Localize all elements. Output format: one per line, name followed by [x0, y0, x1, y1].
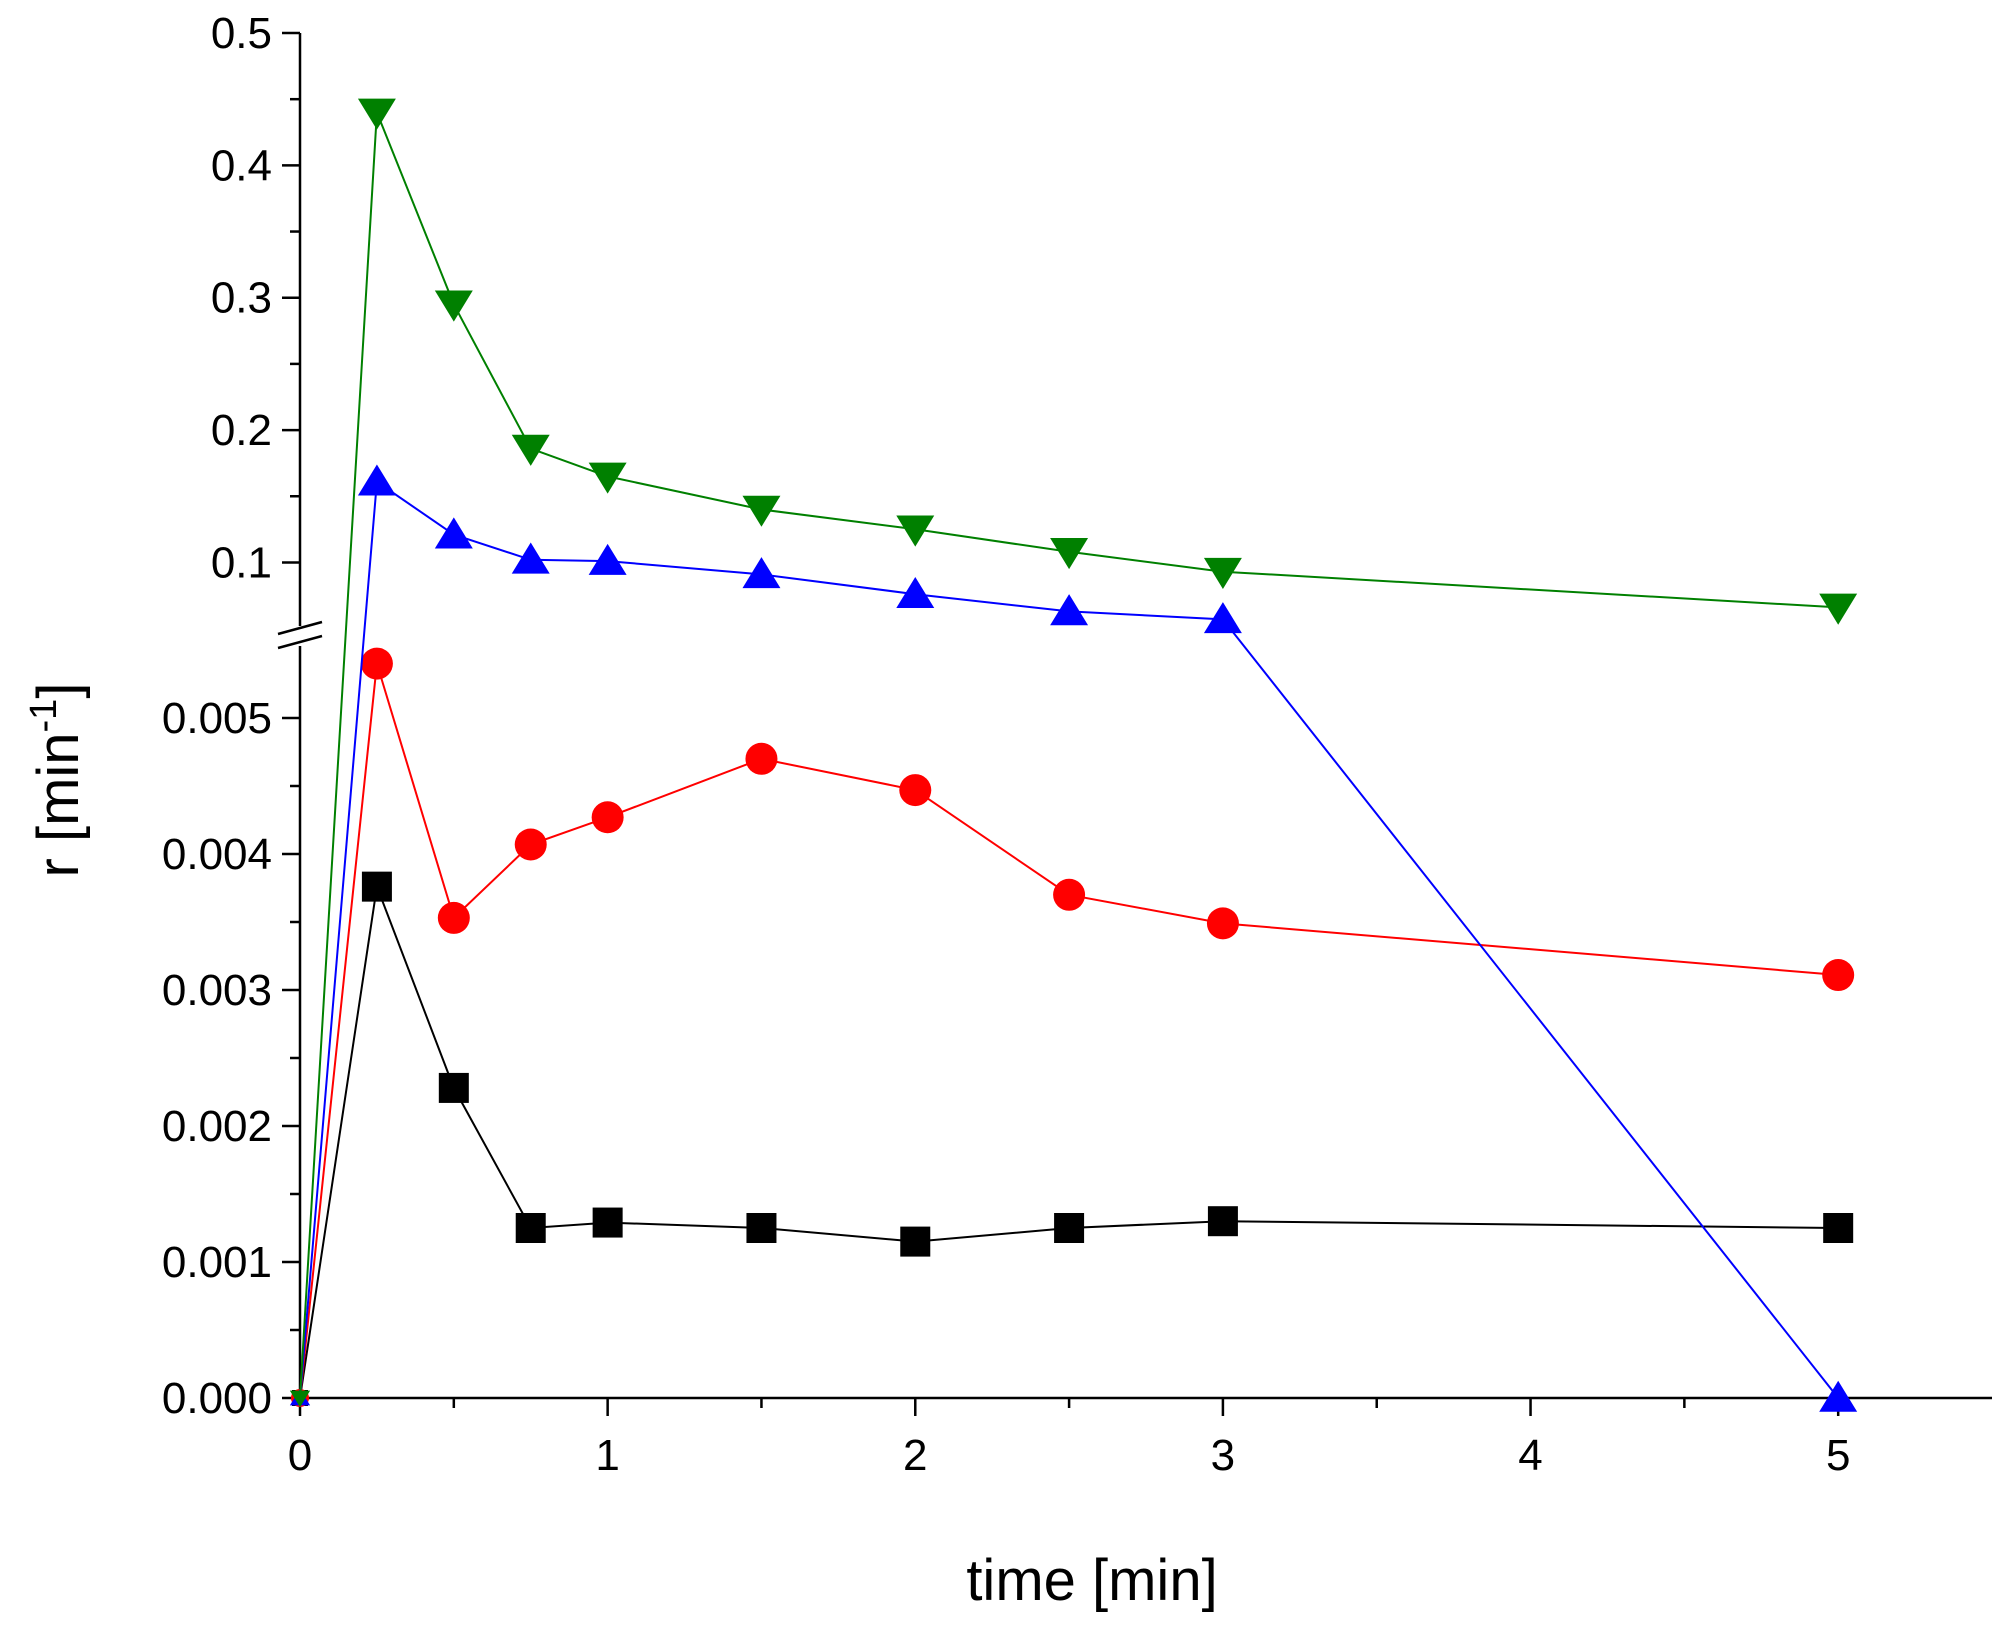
series-red-circle-point [514, 828, 547, 861]
series-blue-triangle-up-point [434, 517, 473, 549]
y-axis-title-close: ] [26, 683, 91, 699]
y-tick-label: 0.1 [211, 538, 272, 587]
series-blue-triangle-up-point [1819, 1380, 1858, 1412]
series-blue-triangle-up-point [357, 464, 396, 496]
series-blue-triangle-up-point [742, 557, 781, 589]
series-green-triangle-down-point [1050, 538, 1089, 570]
series-red-circle-point [1822, 959, 1855, 992]
series-green-triangle-down-point [357, 98, 396, 130]
series-red-circle-line [299, 663, 1839, 1399]
x-tick-label: 4 [1518, 1431, 1542, 1480]
axis-break-mark [277, 620, 323, 636]
series-green-triangle-down-point [511, 434, 550, 466]
series-black-square-point [1054, 1213, 1085, 1243]
series-red-circle-point [437, 901, 470, 934]
y-axis-title: r [min-1] [23, 683, 91, 878]
series-black-square-point [438, 1072, 469, 1103]
series-black-square [292, 871, 1854, 1406]
series-green-triangle-down-point [588, 462, 627, 494]
series-blue-triangle-up-point [588, 543, 627, 575]
series-blue-triangle-up [289, 464, 1858, 1412]
y-tick-label: 0.004 [162, 830, 272, 879]
y-tick-label: 0.000 [162, 1374, 272, 1423]
series-black-square-point [900, 1226, 931, 1257]
x-tick-label: 3 [1211, 1431, 1235, 1480]
y-tick-label: 0.003 [162, 966, 272, 1015]
x-tick-label: 5 [1826, 1431, 1850, 1480]
series-blue-triangle-up-point [511, 542, 550, 574]
y-tick-label: 0.2 [211, 406, 272, 455]
series-green-triangle-down-point [289, 1390, 311, 1408]
series-green-triangle-down-point [742, 495, 781, 527]
y-axis-title-superscript: -1 [23, 699, 65, 733]
series-black-square-line [299, 882, 1839, 1399]
series-red-circle-point [745, 742, 778, 775]
axis-break-mark [277, 634, 323, 650]
y-tick-label: 0.3 [211, 274, 272, 323]
series-red-circle-point [1053, 878, 1086, 911]
series-red-circle-point [591, 801, 624, 834]
y-tick-label: 0.4 [211, 141, 272, 190]
series-black-square-point [592, 1207, 623, 1238]
series-red-circle [291, 647, 1855, 1407]
x-tick-label: 2 [903, 1431, 927, 1480]
series-red-circle-point [899, 774, 932, 807]
series-blue-triangle-up-point [896, 576, 935, 609]
series-black-square-point [515, 1213, 546, 1243]
y-tick-label: 0.5 [211, 9, 272, 58]
series-green-triangle-down-point [1203, 557, 1242, 589]
axes: 0 1 2 3 4 5 0.000 0.001 0.002 0.003 0.004 0.005 0.1 0… [162, 9, 1992, 1480]
series-blue-triangle-up-line [299, 479, 1839, 1399]
series-green-triangle-down-point [1819, 593, 1858, 625]
series-blue-triangle-up-point [1203, 602, 1242, 634]
x-tick-label: 1 [595, 1431, 619, 1480]
series-black-square-point [746, 1213, 777, 1243]
x-tick-label: 0 [288, 1431, 312, 1480]
series-black-square-point [361, 871, 392, 902]
y-tick-label: 0.005 [162, 694, 272, 743]
series-black-square-point [1823, 1213, 1854, 1243]
series-green-triangle-down [289, 98, 1858, 1408]
series-green-triangle-down-line [299, 112, 1839, 1399]
x-axis-title: time [min] [966, 1548, 1217, 1613]
series-red-circle-point [1206, 907, 1239, 940]
y-tick-label: 0.002 [162, 1102, 272, 1151]
y-axis-title-base: r [min [26, 732, 91, 877]
series-green-triangle-down-point [896, 515, 935, 547]
series-black-square-point [1207, 1206, 1238, 1237]
y-tick-label: 0.001 [162, 1238, 272, 1287]
series-layer [289, 98, 1858, 1412]
series-green-triangle-down-point [434, 290, 473, 322]
series-red-circle-point [360, 647, 393, 680]
series-blue-triangle-up-point [1050, 594, 1089, 626]
